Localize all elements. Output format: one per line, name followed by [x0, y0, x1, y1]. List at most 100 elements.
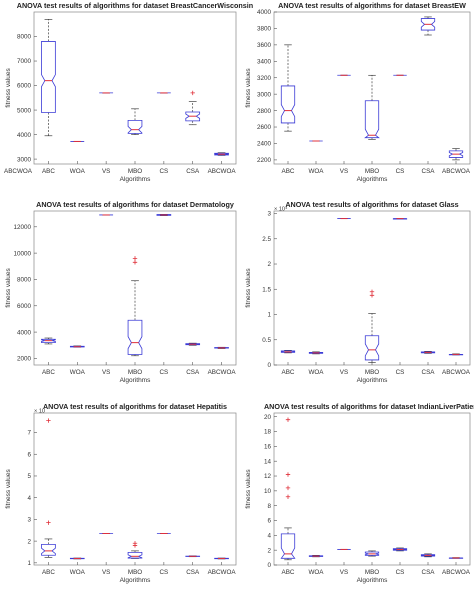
chart-panel: ANOVA test results of algorithms for dat… — [4, 1, 253, 183]
box-body — [364, 335, 380, 361]
outlier-marker — [285, 472, 291, 477]
y-axis-exponent: × 10⁴ — [274, 206, 288, 213]
box-abcwoa — [214, 557, 229, 560]
y-tick-label: 1.5 — [262, 286, 271, 293]
y-tick-label: 1 — [27, 560, 31, 567]
x-tick-label: MBO — [128, 569, 142, 576]
box-body — [364, 551, 380, 556]
y-tick-label: 2800 — [257, 108, 272, 115]
box-woa — [308, 351, 324, 355]
outlier-marker — [285, 417, 291, 422]
y-tick-label: 5000 — [17, 107, 32, 114]
outlier-marker — [132, 256, 138, 261]
box-abc — [280, 417, 296, 561]
y-axis-label: fitness values — [245, 268, 252, 308]
y-axis-label: fitness values — [245, 469, 252, 509]
box-woa — [69, 345, 85, 348]
box-body — [420, 351, 436, 354]
box-mbo — [127, 541, 143, 559]
x-tick-label: MBO — [365, 369, 379, 376]
y-axis-label: fitness values — [5, 268, 12, 308]
x-tick-label: CS — [396, 168, 405, 175]
x-tick-label: WOA — [70, 369, 86, 376]
x-tick-label: ABC — [42, 569, 55, 576]
chart-panel: ANOVA test results of algorithms for dat… — [245, 402, 474, 584]
plot-area — [33, 11, 237, 165]
chart-panel: ANOVA test results of algorithms for dat… — [5, 200, 236, 384]
x-tick-label: CS — [159, 569, 168, 576]
chart-panel: ANOVA test results of algorithms for dat… — [245, 1, 471, 183]
y-tick-label: 4000 — [257, 9, 272, 16]
box-abcwoa — [448, 557, 464, 559]
box-cs — [392, 547, 408, 552]
y-tick-label: 2 — [267, 547, 271, 554]
y-tick-label: 2 — [27, 538, 31, 545]
y-tick-label: 8000 — [17, 34, 32, 41]
y-tick-label: 5 — [27, 473, 31, 480]
x-tick-label: VS — [340, 369, 348, 376]
x-tick-label: VS — [102, 168, 110, 175]
x-tick-label: ABC — [282, 168, 295, 175]
box-csa — [420, 16, 436, 36]
y-tick-label: 3 — [267, 211, 271, 218]
chart-panel: ANOVA test results of algorithms for dat… — [5, 402, 236, 584]
chart-title: ANOVA test results of algorithms for dat… — [278, 1, 466, 10]
box-body — [41, 41, 56, 113]
box-csa — [420, 351, 436, 354]
y-tick-label: 8000 — [17, 277, 32, 284]
box-body — [364, 100, 380, 139]
x-tick-label: CSA — [186, 369, 200, 376]
y-tick-label: 6 — [267, 518, 271, 525]
box-body — [448, 353, 464, 356]
plot-area — [273, 11, 471, 165]
x-axis-label: Algorithms — [120, 176, 151, 183]
box-body — [280, 533, 296, 559]
x-tick-label: WOA — [70, 569, 86, 576]
box-csa — [185, 342, 201, 346]
x-tick-label: ABC — [282, 369, 295, 376]
y-tick-label: 3000 — [257, 91, 272, 98]
x-tick-label: ABCWOA — [442, 369, 471, 376]
y-tick-label: 3800 — [257, 26, 272, 33]
box-body — [127, 552, 143, 559]
y-tick-label: 4 — [27, 495, 31, 502]
x-tick-label: ABCWOA — [442, 168, 471, 175]
x-tick-label: CS — [396, 569, 405, 576]
box-abc — [41, 418, 56, 558]
plot-area — [273, 210, 471, 366]
y-tick-label: 3 — [27, 517, 31, 524]
chart-panel: ANOVA test results of algorithms for dat… — [245, 200, 471, 384]
chart-title: ANOVA test results of algorithms for dat… — [43, 402, 227, 411]
y-tick-label: 0 — [267, 562, 271, 569]
outlier-marker — [132, 541, 138, 546]
x-tick-label: MBO — [128, 168, 142, 175]
x-tick-label: ABCWOA — [208, 569, 237, 576]
y-tick-label: 8 — [267, 503, 271, 510]
y-axis-exponent: × 10 — [34, 409, 45, 415]
y-tick-label: 12000 — [13, 224, 31, 231]
box-mbo — [364, 289, 380, 363]
y-tick-label: 6 — [27, 451, 31, 458]
x-tick-label: CSA — [422, 168, 436, 175]
box-body — [127, 119, 143, 134]
outlier-marker — [46, 520, 51, 525]
x-tick-label: VS — [340, 569, 348, 576]
box-body — [420, 554, 436, 557]
x-tick-label: ABCWOA — [208, 168, 237, 175]
x-axis-label: Algorithms — [120, 577, 151, 584]
x-tick-label: VS — [340, 168, 348, 175]
chart-title: ANOVA test results of algorithms for dat… — [264, 402, 474, 411]
box-body — [41, 543, 56, 556]
x-tick-label: CSA — [186, 168, 200, 175]
box-cs — [156, 213, 172, 216]
x-tick-label: WOA — [308, 369, 324, 376]
x-tick-label: WOA — [308, 569, 324, 576]
box-body — [392, 548, 408, 551]
box-mbo — [127, 108, 143, 135]
y-tick-label: 18 — [264, 429, 272, 436]
y-tick-label: 2200 — [257, 157, 272, 164]
outlier-marker — [190, 90, 195, 96]
box-abc — [41, 337, 56, 345]
y-tick-label: 7 — [27, 430, 31, 437]
plot-area — [273, 412, 471, 566]
